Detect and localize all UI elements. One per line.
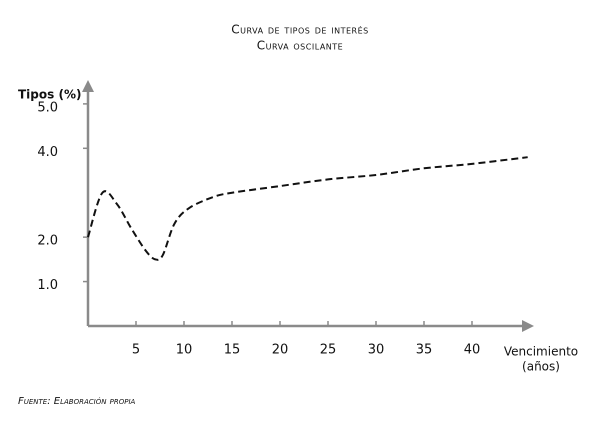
y-tick-label: 4.0	[37, 145, 58, 160]
y-axis-label: Tipos (%)	[18, 88, 81, 102]
chart-subtitle: Curva oscilante	[257, 39, 343, 53]
data-line	[87, 156, 528, 261]
x-tick-label: 30	[368, 343, 385, 358]
x-tick-label: 10	[176, 343, 193, 358]
axes	[82, 80, 534, 332]
y-tick-label: 2.0	[37, 234, 58, 249]
y-tick-label: 1.0	[37, 278, 58, 293]
chart-title: Curva de tipos de interés	[231, 23, 368, 37]
x-tick-label: 20	[272, 343, 289, 358]
y-tick-label: 5.0	[37, 100, 58, 115]
x-axis-label: Vencimiento	[504, 345, 578, 359]
x-axis-label: (años)	[522, 360, 560, 374]
x-tick-label: 25	[320, 343, 337, 358]
x-axis-arrow	[522, 320, 534, 332]
y-axis-arrow	[82, 80, 94, 92]
x-tick-label: 35	[416, 343, 433, 358]
x-tick-label: 15	[224, 343, 241, 358]
x-tick-label: 40	[464, 343, 481, 358]
source-note: Fuente: Elaboración propia	[18, 396, 136, 407]
x-tick-label: 5	[132, 343, 140, 358]
